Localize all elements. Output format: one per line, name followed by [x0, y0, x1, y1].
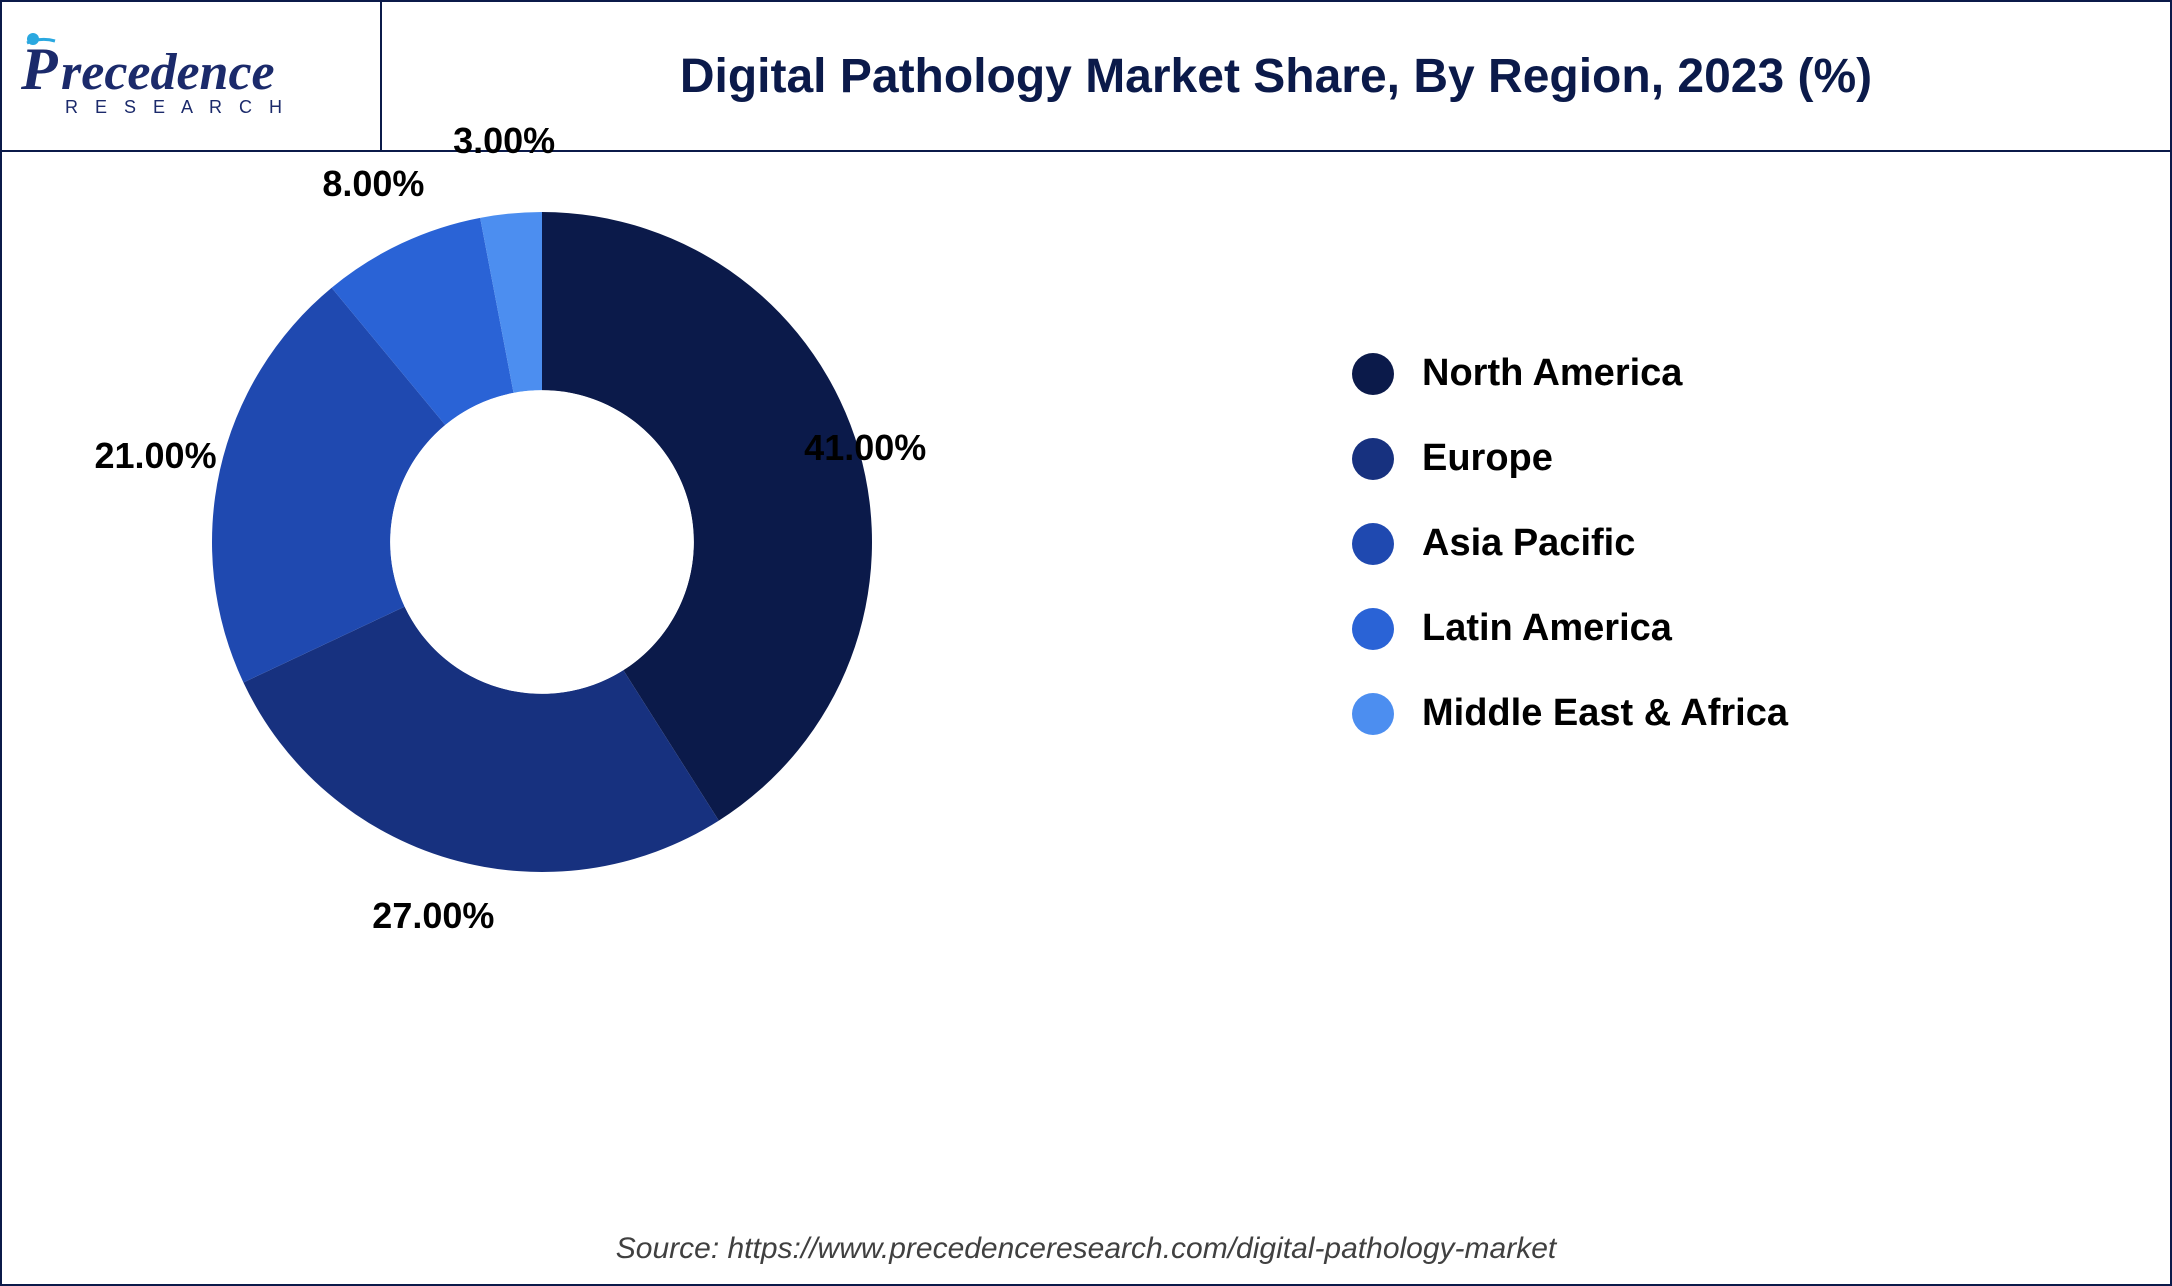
legend-label: Latin America	[1422, 607, 1672, 650]
slice-label: 8.00%	[322, 163, 424, 205]
slice-label: 27.00%	[372, 895, 494, 937]
chart-frame: P recedence R E S E A R C H Digital Path…	[0, 0, 2172, 1286]
legend-label: North America	[1422, 352, 1682, 395]
legend-item: North America	[1352, 352, 1788, 395]
source-text: Source: https://www.precedenceresearch.c…	[616, 1232, 1556, 1266]
legend-dot-icon	[1352, 438, 1394, 480]
legend-label: Middle East & Africa	[1422, 692, 1788, 735]
donut-svg	[212, 212, 872, 872]
legend-item: Latin America	[1352, 607, 1788, 650]
donut-hole	[390, 390, 694, 694]
chart-title: Digital Pathology Market Share, By Regio…	[680, 49, 1872, 104]
legend-item: Middle East & Africa	[1352, 692, 1788, 735]
logo-wordmark: recedence	[61, 44, 275, 101]
legend-dot-icon	[1352, 608, 1394, 650]
legend-label: Asia Pacific	[1422, 522, 1635, 565]
footer: Source: https://www.precedenceresearch.c…	[2, 1214, 2170, 1284]
header: P recedence R E S E A R C H Digital Path…	[2, 2, 2170, 152]
legend-dot-icon	[1352, 523, 1394, 565]
logo-initial: P	[21, 36, 59, 102]
slice-label: 41.00%	[804, 427, 926, 469]
logo-tagline: R E S E A R C H	[65, 97, 288, 117]
brand-logo: P recedence R E S E A R C H	[21, 31, 361, 121]
legend-dot-icon	[1352, 693, 1394, 735]
legend-label: Europe	[1422, 437, 1553, 480]
logo-box: P recedence R E S E A R C H	[2, 2, 382, 150]
slice-label: 21.00%	[94, 435, 216, 477]
title-box: Digital Pathology Market Share, By Regio…	[382, 2, 2170, 150]
legend: North America Europe Asia Pacific Latin Ame…	[1352, 352, 1788, 735]
chart-content: 41.00%27.00%21.00%8.00%3.00% North Ameri…	[2, 152, 2170, 1214]
donut-chart: 41.00%27.00%21.00%8.00%3.00%	[212, 212, 872, 872]
legend-item: Europe	[1352, 437, 1788, 480]
slice-label: 3.00%	[453, 120, 555, 162]
legend-dot-icon	[1352, 353, 1394, 395]
legend-item: Asia Pacific	[1352, 522, 1788, 565]
